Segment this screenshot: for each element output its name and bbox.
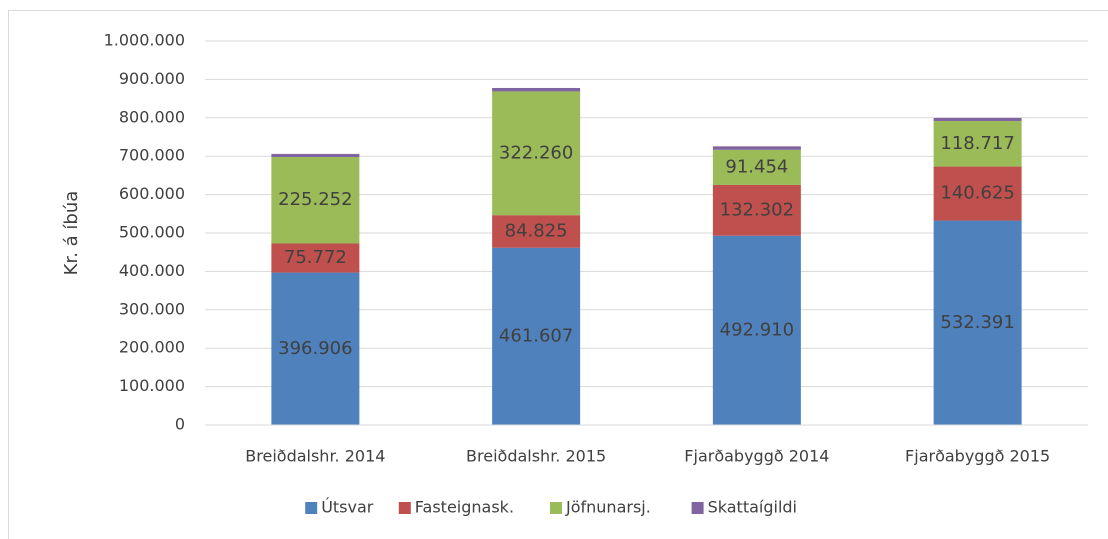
data-label: 132.302 [720,199,794,220]
bar-segment [492,215,581,248]
bar-segment [933,166,1022,221]
data-label: 322.260 [499,142,573,163]
legend-swatch [398,502,411,514]
y-tick-label: 0 [175,415,185,434]
legend-label: Fasteignask. [415,498,514,517]
bar-segment [492,87,581,92]
y-tick-label: 300.000 [119,299,185,318]
bar-segment [712,184,801,236]
bar-segment [271,243,360,273]
legend-swatch [691,502,704,514]
y-axis-label: Kr. á íbúa [61,191,82,276]
y-tick-label: 600.000 [119,184,185,203]
bar-segment [712,146,801,150]
data-label: 140.625 [940,183,1014,204]
data-label: 84.825 [505,220,568,241]
data-label: 532.391 [940,312,1014,333]
legend-label: Útsvar [321,498,374,517]
bar-segment [933,220,1022,425]
data-label: 225.252 [278,189,352,210]
legend-label: Jöfnunarsj. [565,498,651,517]
y-tick-label: 400.000 [119,261,185,280]
bar-segment [271,153,360,157]
bar-segment [933,120,1022,167]
legend-swatch [305,502,318,514]
bar-segment [712,149,801,185]
y-tick-label: 800.000 [119,107,185,126]
bar-segment [712,235,801,425]
y-tick-label: 1.000.000 [104,31,185,50]
data-label: 461.607 [499,325,573,346]
bar-segment [271,156,360,244]
data-label: 75.772 [284,247,347,268]
chart-border [8,10,1108,539]
legend-swatch [550,502,562,514]
data-label: 118.717 [940,133,1014,154]
legend-label: Skattaígildi [708,498,797,517]
data-label: 91.454 [725,156,788,177]
bar-segment [492,247,581,425]
bar-segment [933,117,1022,121]
y-tick-label: 200.000 [119,338,185,357]
y-tick-label: 500.000 [119,223,185,242]
data-label: 396.906 [278,338,352,359]
bar-segment [492,91,581,216]
bar-segment [271,272,360,425]
y-tick-label: 700.000 [119,146,185,165]
x-tick-label: Breiðdalshr. 2015 [466,447,606,466]
y-tick-label: 900.000 [119,69,185,88]
x-tick-label: Breiðdalshr. 2014 [245,447,385,466]
x-tick-label: Fjarðabyggð 2014 [684,447,829,466]
data-label: 492.910 [720,319,794,340]
x-tick-label: Fjarðabyggð 2015 [905,447,1050,466]
y-tick-label: 100.000 [119,376,185,395]
